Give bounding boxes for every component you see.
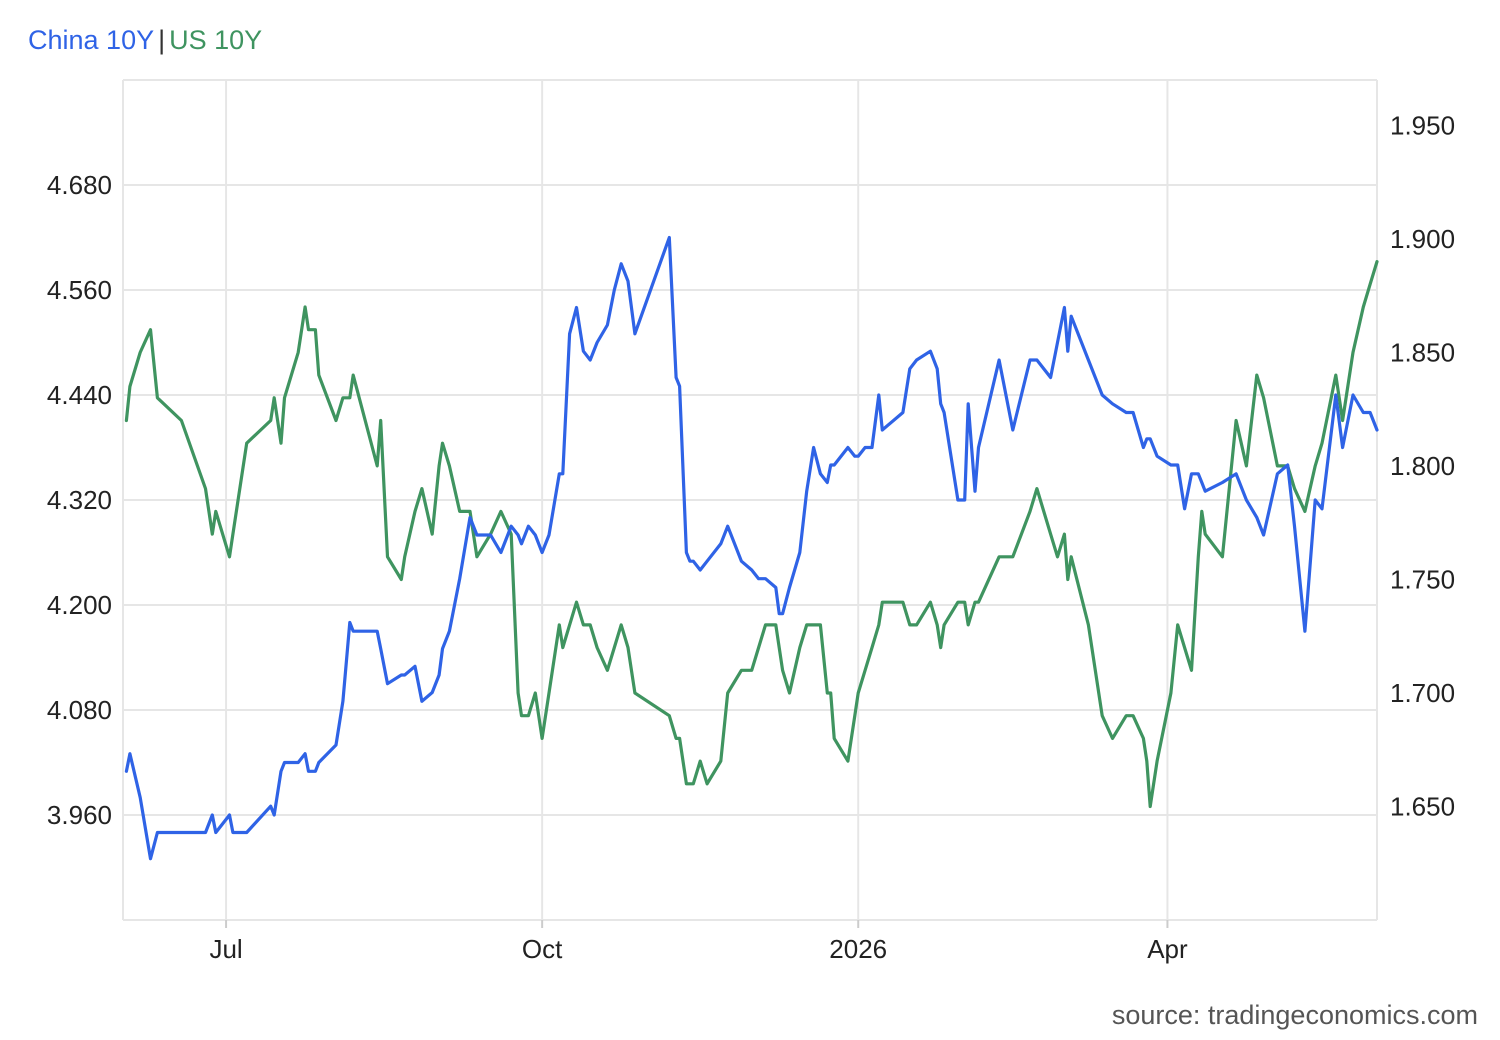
source-credit: source: tradingeconomics.com [1111,1000,1478,1030]
axes [122,79,1378,928]
tick-labels: 3.960 1.650 4.080 1.700 4.200 1.750 4.320 1.800… [47,110,1455,964]
y-left-tick-label: 4.680 [47,170,112,200]
x-tick-label: Oct [522,934,563,964]
series-lines [124,235,1379,861]
y-right-tick-label: 1.850 [1390,337,1455,367]
x-tick-label: Apr [1147,934,1188,964]
y-left-tick-label: 4.200 [47,590,112,620]
chart-legend: China 10Y | US 10Y [28,24,262,56]
legend-us-10y[interactable]: US 10Y [169,25,263,55]
legend-separator: | [158,25,166,55]
grid-lines [123,80,1377,920]
y-right-tick-label: 1.950 [1390,110,1455,140]
x-tick-label: Jul [209,934,242,964]
y-right-tick-label: 1.900 [1390,224,1455,254]
y-left-tick-label: 4.440 [47,380,112,410]
y-left-tick-label: 3.960 [47,800,112,830]
y-right-tick-label: 1.650 [1390,791,1455,821]
series-line-us-10y[interactable] [124,260,1379,809]
x-tick-label: 2026 [829,934,887,964]
y-left-tick-label: 4.080 [47,695,112,725]
legend-china-10y[interactable]: China 10Y [28,25,155,55]
y-left-tick-label: 4.320 [47,485,112,515]
series-line-china-10y[interactable] [124,235,1379,861]
y-left-tick-label: 4.560 [47,275,112,305]
y-right-tick-label: 1.700 [1390,678,1455,708]
y-right-tick-label: 1.750 [1390,564,1455,594]
y-right-tick-label: 1.800 [1390,451,1455,481]
